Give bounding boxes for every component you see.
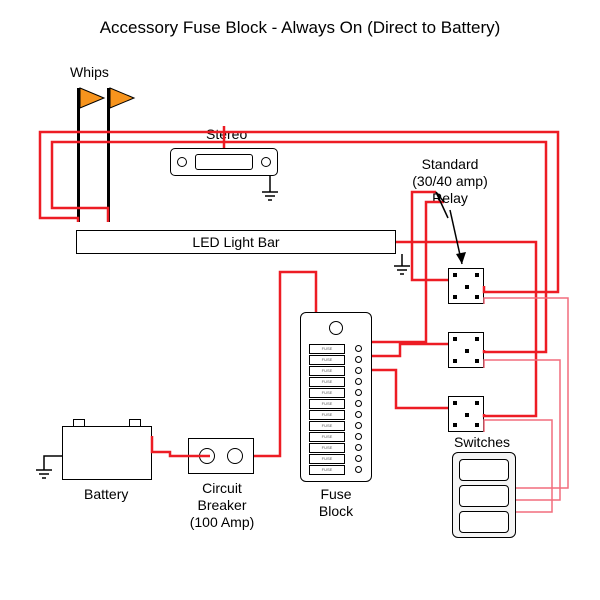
fuse-slot: FUSE xyxy=(309,388,345,398)
fuse-led xyxy=(355,422,362,429)
fuse-led xyxy=(355,400,362,407)
fuse-block: FUSEFUSEFUSEFUSEFUSEFUSEFUSEFUSEFUSEFUSE… xyxy=(300,312,372,482)
fuse-slot: FUSE xyxy=(309,344,345,354)
fuse-slot: FUSE xyxy=(309,432,345,442)
whip-flag-2 xyxy=(110,88,134,108)
switch-3 xyxy=(459,511,509,533)
led-light-bar: LED Light Bar xyxy=(76,230,396,254)
whip-flag-1 xyxy=(80,88,104,108)
battery-component xyxy=(62,426,152,480)
fuse-led xyxy=(355,433,362,440)
fuse-led xyxy=(355,466,362,473)
switch-2 xyxy=(459,485,509,507)
fuse-led xyxy=(355,356,362,363)
fuse-slot: FUSE xyxy=(309,454,345,464)
fuse-led xyxy=(355,389,362,396)
fuseblock-stud xyxy=(329,321,343,335)
diagram-title: Accessory Fuse Block - Always On (Direct… xyxy=(0,18,600,38)
fuseblock-label: Fuse Block xyxy=(310,486,362,520)
fuse-slot: FUSE xyxy=(309,366,345,376)
fuseblock-slots: FUSEFUSEFUSEFUSEFUSEFUSEFUSEFUSEFUSEFUSE… xyxy=(309,343,345,475)
fuse-slot: FUSE xyxy=(309,355,345,365)
relay-1 xyxy=(448,268,484,304)
stereo-label: Stereo xyxy=(206,126,247,143)
fuse-slot: FUSE xyxy=(309,421,345,431)
fuse-slot: FUSE xyxy=(309,443,345,453)
fuse-slot: FUSE xyxy=(309,399,345,409)
relay-label: Standard (30/40 amp) Relay xyxy=(390,156,510,206)
fuse-led xyxy=(355,378,362,385)
relay-2 xyxy=(448,332,484,368)
fuse-slot: FUSE xyxy=(309,465,345,475)
battery-label: Battery xyxy=(84,486,128,503)
breaker-label: Circuit Breaker (100 Amp) xyxy=(186,480,258,530)
fuse-led xyxy=(355,345,362,352)
fuse-slot: FUSE xyxy=(309,410,345,420)
relay-3 xyxy=(448,396,484,432)
circuit-breaker xyxy=(188,438,254,474)
whip-pole-1 xyxy=(77,88,80,222)
switches-label: Switches xyxy=(454,434,510,451)
whip-pole-2 xyxy=(107,88,110,222)
stereo-component xyxy=(170,148,278,176)
fuseblock-leds xyxy=(353,343,363,475)
fuse-led xyxy=(355,411,362,418)
fuse-slot: FUSE xyxy=(309,377,345,387)
fuse-led xyxy=(355,455,362,462)
fuse-led xyxy=(355,444,362,451)
switch-panel xyxy=(452,452,516,538)
switch-1 xyxy=(459,459,509,481)
whips-label: Whips xyxy=(70,64,109,81)
fuse-led xyxy=(355,367,362,374)
